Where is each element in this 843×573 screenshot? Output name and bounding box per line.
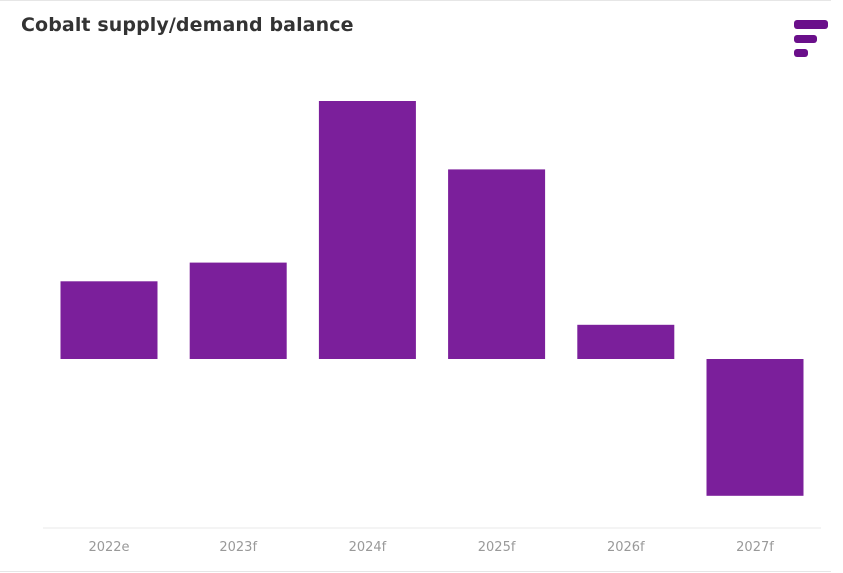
bar-2023f[interactable] (189, 262, 287, 359)
bottom-divider (0, 571, 831, 572)
bar-2026f[interactable] (577, 324, 675, 359)
x-tick-label: 2026f (607, 540, 645, 555)
x-tick-label: 2024f (349, 540, 387, 555)
top-divider (0, 0, 831, 1)
bar-2027f[interactable] (706, 359, 804, 496)
bar-2024f[interactable] (318, 101, 416, 359)
bar-2022e[interactable] (60, 281, 158, 359)
brand-logo-icon (794, 20, 828, 57)
bar-2025f[interactable] (448, 169, 546, 359)
bars-group (60, 101, 804, 496)
x-tick-label: 2022e (88, 540, 129, 555)
x-tick-label: 2027f (736, 540, 774, 555)
x-tick-label: 2025f (478, 540, 516, 555)
x-tick-labels: 2022e 2023f 2024f 2025f 2026f 2027f (88, 540, 774, 555)
chart-title: Cobalt supply/demand balance (21, 14, 354, 36)
x-tick-label: 2023f (219, 540, 257, 555)
